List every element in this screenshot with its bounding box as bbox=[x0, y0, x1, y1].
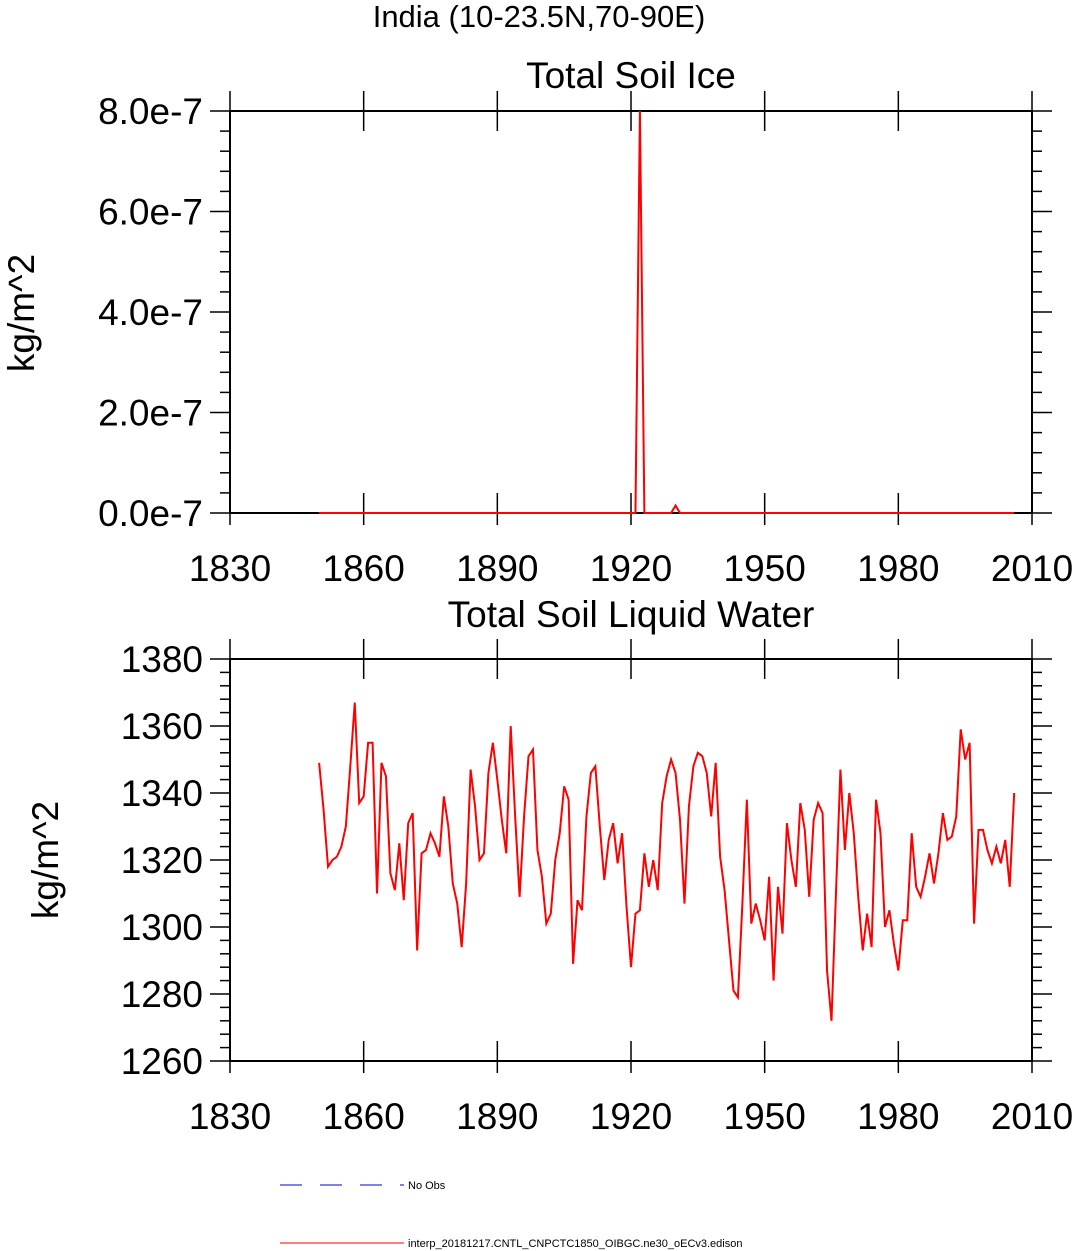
soil-liquid-xtick-label: 1980 bbox=[857, 1096, 939, 1137]
soil-ice-ticks bbox=[210, 91, 1052, 525]
soil-liquid-ytick-label: 1260 bbox=[121, 1041, 203, 1082]
soil-liquid-xtick-label: 1890 bbox=[456, 1096, 538, 1137]
soil-liquid-ytick-label: 1300 bbox=[121, 907, 203, 948]
soil-liquid-xtick-label: 1920 bbox=[590, 1096, 672, 1137]
soil-ice-tick-labels: 1830 1860 1890 1920 1950 1980 2010 0.0e-7 2.0e-7… bbox=[98, 91, 1073, 589]
soil-ice-ytick-label: 6.0e-7 bbox=[98, 192, 203, 233]
soil-liquid-tick-labels: 1830 1860 1890 1920 1950 1980 2010 1260 1280 1300… bbox=[121, 639, 1073, 1137]
soil-liquid-ytick-label: 1280 bbox=[121, 974, 203, 1015]
soil-ice-series bbox=[319, 110, 1015, 514]
soil-liquid-xtick-label: 2010 bbox=[991, 1096, 1073, 1137]
soil-liquid-panel: Total Soil Liquid Water kg/m^2 1830 1860 1… bbox=[25, 594, 1073, 1137]
soil-ice-xtick-label: 1890 bbox=[456, 548, 538, 589]
legend-label-model: interp_20181217.CNTL_CNPCTC1850_OIBGC.ne… bbox=[408, 1238, 742, 1250]
soil-liquid-ytick-label: 1320 bbox=[121, 840, 203, 881]
soil-liquid-xtick-label: 1830 bbox=[189, 1096, 271, 1137]
soil-ice-xtick-label: 1830 bbox=[189, 548, 271, 589]
soil-ice-ytick-label: 2.0e-7 bbox=[98, 393, 203, 434]
soil-ice-xtick-label: 1920 bbox=[590, 548, 672, 589]
soil-liquid-ticks bbox=[210, 639, 1052, 1073]
soil-ice-xtick-label: 1860 bbox=[323, 548, 405, 589]
soil-liquid-ytick-label: 1380 bbox=[121, 639, 203, 680]
soil-ice-plot-frame bbox=[229, 110, 1033, 514]
page-title: India (10-23.5N,70-90E) bbox=[373, 0, 706, 34]
soil-ice-ylabel: kg/m^2 bbox=[1, 254, 42, 372]
soil-liquid-xtick-label: 1860 bbox=[323, 1096, 405, 1137]
soil-liquid-ytick-label: 1360 bbox=[121, 706, 203, 747]
soil-ice-ytick-label: 8.0e-7 bbox=[98, 91, 203, 132]
soil-liquid-ylabel: kg/m^2 bbox=[25, 801, 66, 919]
soil-ice-xtick-label: 1980 bbox=[857, 548, 939, 589]
soil-ice-xtick-label: 1950 bbox=[724, 548, 806, 589]
legend: No Obs interp_20181217.CNTL_CNPCTC1850_O… bbox=[280, 1180, 742, 1250]
soil-ice-series-line bbox=[319, 110, 1015, 514]
soil-ice-title: Total Soil Ice bbox=[526, 55, 736, 96]
soil-liquid-ytick-label: 1340 bbox=[121, 773, 203, 814]
soil-liquid-xtick-label: 1950 bbox=[724, 1096, 806, 1137]
soil-liquid-plot-frame bbox=[229, 658, 1033, 1062]
soil-ice-xtick-label: 2010 bbox=[991, 548, 1073, 589]
soil-liquid-series-line bbox=[318, 702, 1016, 1021]
legend-label-no-obs: No Obs bbox=[408, 1180, 446, 1192]
soil-ice-ytick-label: 4.0e-7 bbox=[98, 292, 203, 333]
soil-ice-ytick-label: 0.0e-7 bbox=[98, 493, 203, 534]
soil-liquid-series bbox=[318, 702, 1016, 1021]
soil-ice-panel: Total Soil Ice kg/m^2 1830 1860 1890 1920 19… bbox=[1, 55, 1073, 589]
soil-liquid-title: Total Soil Liquid Water bbox=[448, 594, 815, 635]
